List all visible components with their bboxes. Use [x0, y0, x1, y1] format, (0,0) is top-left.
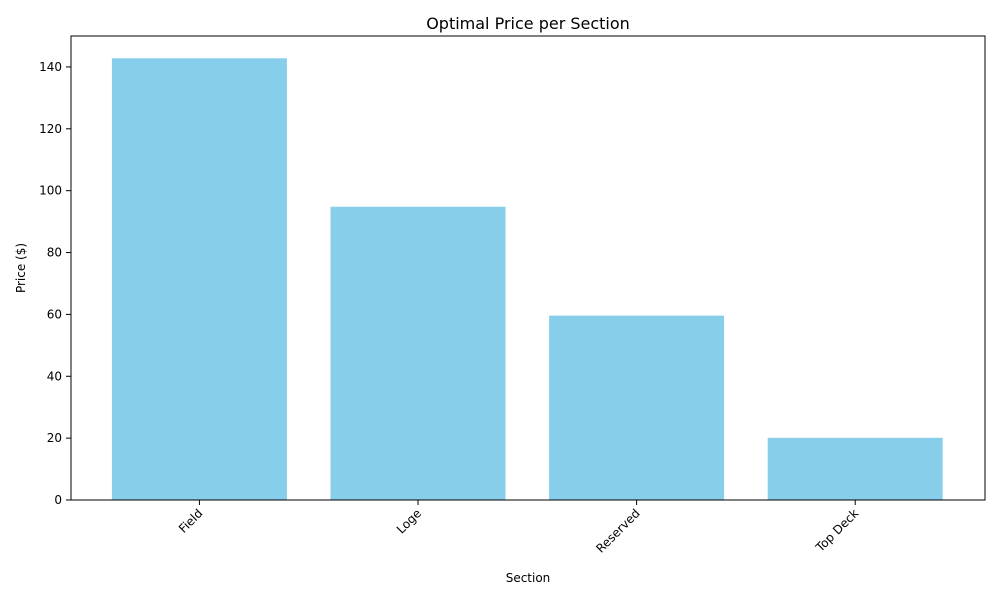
bar-loge [330, 206, 506, 500]
bar-top-deck [767, 437, 943, 500]
x-tick-label: Reserved [593, 506, 642, 555]
y-tick-label: 140 [39, 60, 62, 74]
x-axis-label: Section [506, 571, 551, 585]
bar-reserved [549, 315, 725, 500]
y-tick-label: 40 [47, 369, 62, 383]
y-tick-label: 60 [47, 307, 62, 321]
x-axis: Field Loge Reserved Top Deck [176, 500, 861, 556]
x-tick-label: Top Deck [812, 506, 861, 555]
x-tick-label: Loge [394, 506, 424, 536]
y-tick-label: 0 [54, 493, 62, 507]
bars-layer [111, 58, 943, 500]
y-tick-label: 20 [47, 431, 62, 445]
y-tick-label: 100 [39, 184, 62, 198]
y-tick-label: 120 [39, 122, 62, 136]
bar-field [111, 58, 287, 500]
x-tick-label: Field [176, 506, 205, 535]
y-tick-label: 80 [47, 246, 62, 260]
plot-frame [70, 35, 986, 501]
y-axis-label: Price ($) [14, 243, 28, 293]
y-axis: 0 20 40 60 80 100 120 140 [39, 60, 71, 507]
chart-title: Optimal Price per Section [426, 14, 630, 33]
